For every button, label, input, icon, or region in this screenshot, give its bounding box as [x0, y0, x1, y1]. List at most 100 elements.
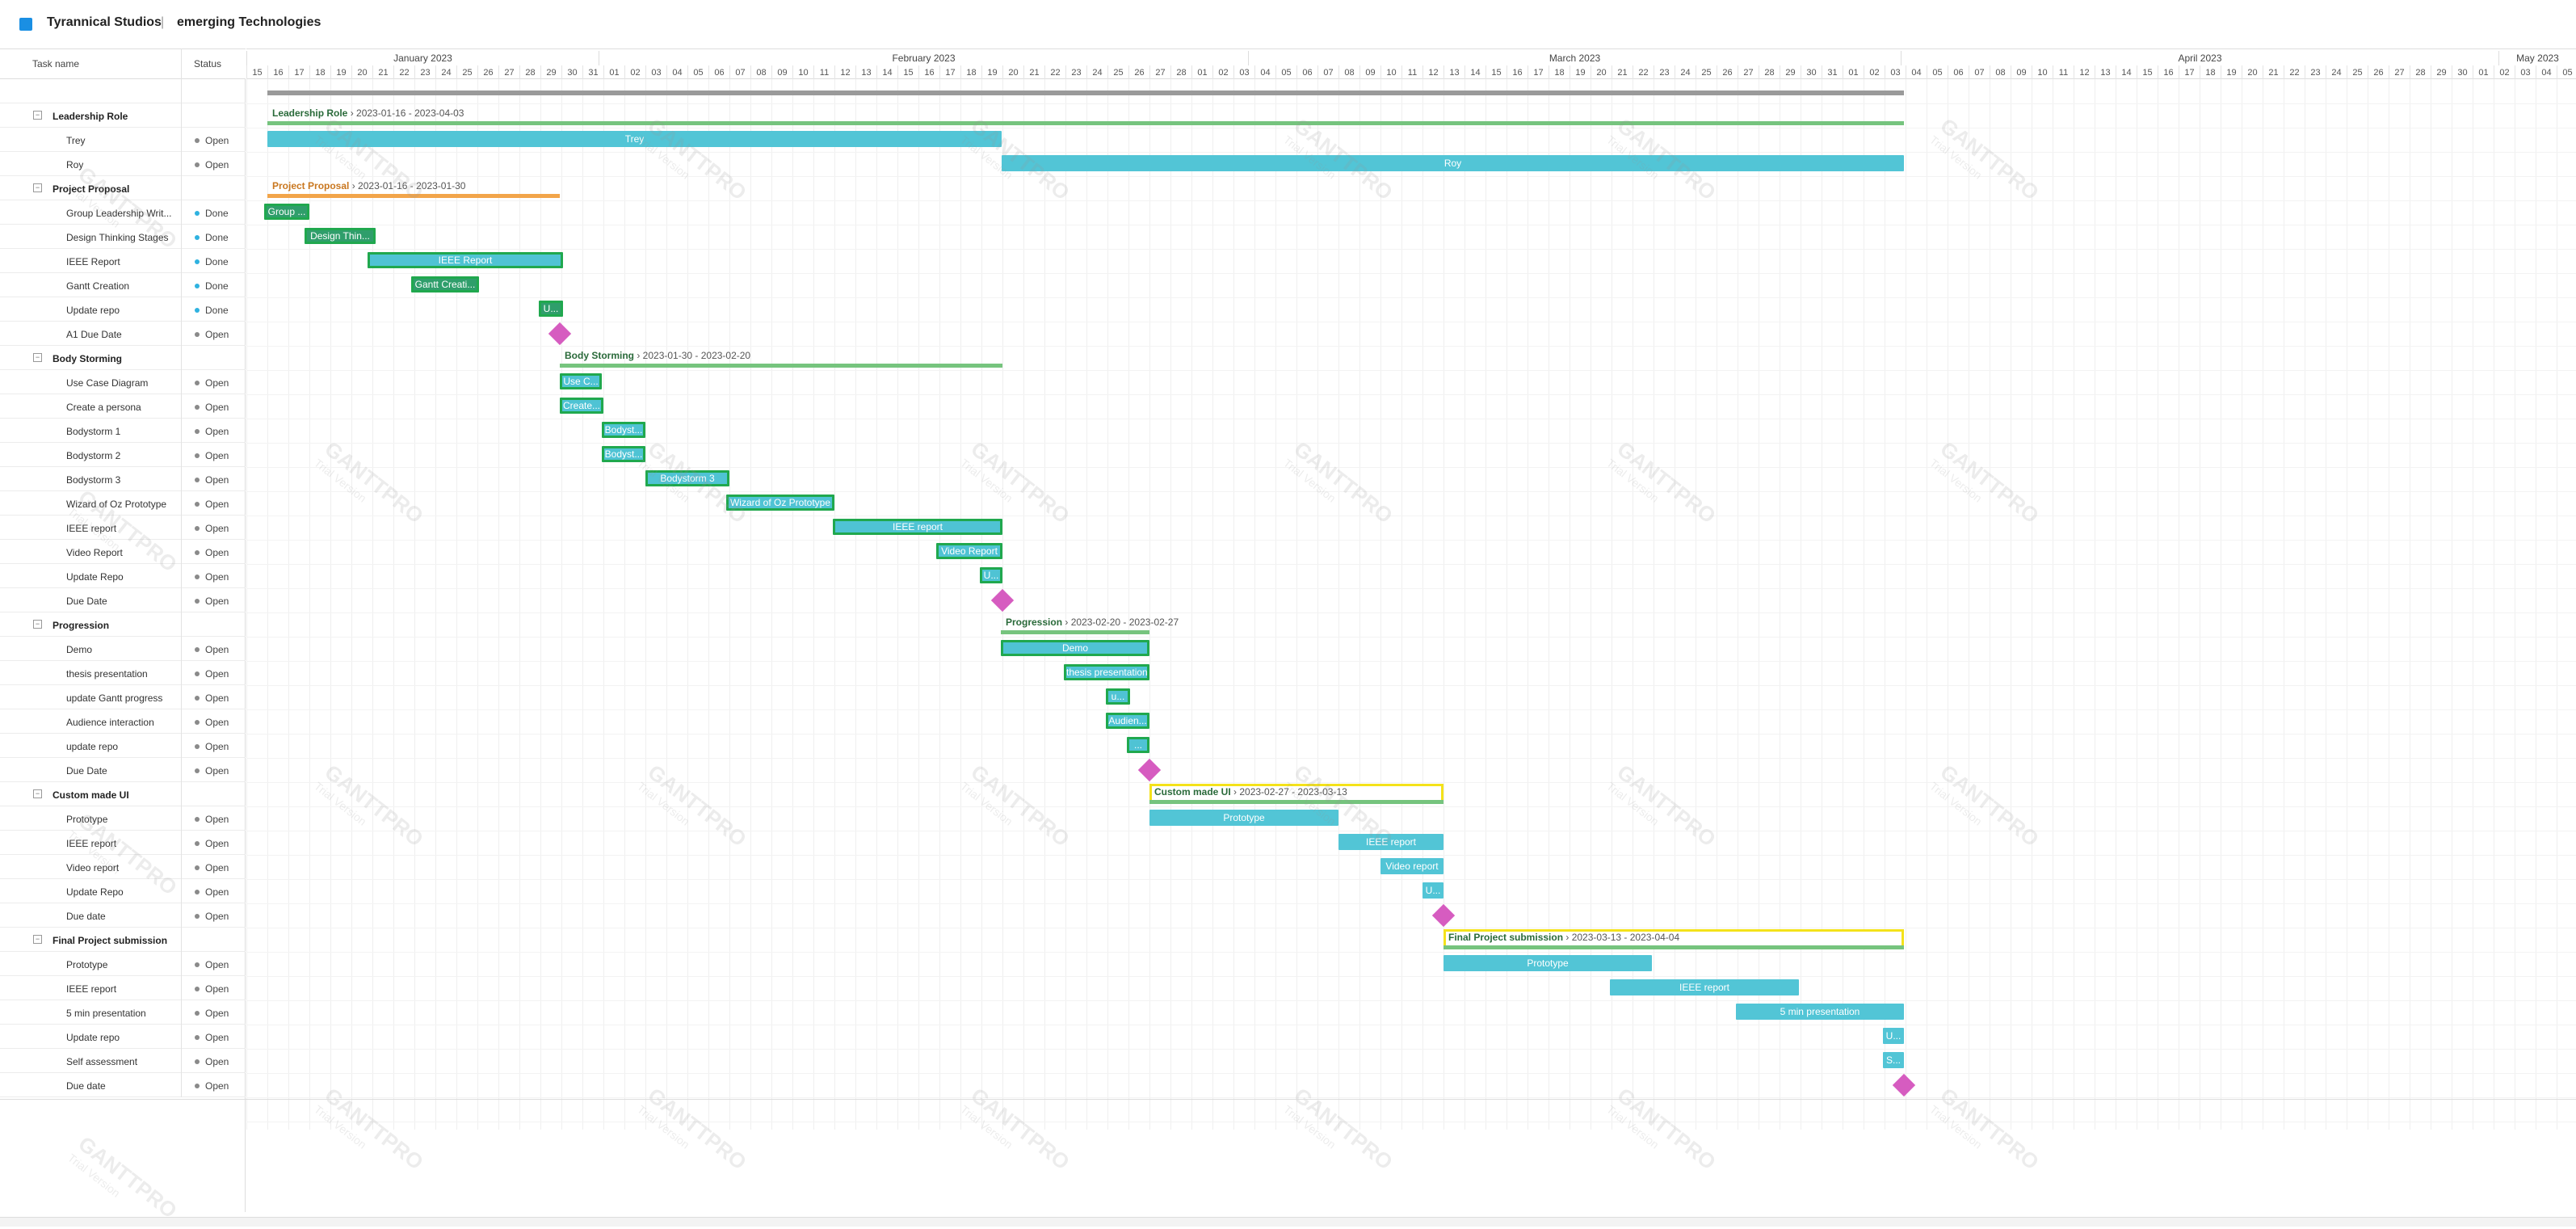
status-badge[interactable]: Open — [205, 814, 229, 825]
task-row[interactable]: update Gantt progress Open — [0, 685, 246, 709]
status-badge[interactable]: Open — [205, 1056, 229, 1067]
status-badge[interactable]: Open — [205, 692, 229, 704]
group-row[interactable]: − Body Storming — [0, 346, 246, 370]
status-badge[interactable]: Open — [205, 1032, 229, 1043]
task-name[interactable]: update repo — [66, 741, 119, 752]
group-summary-bar[interactable] — [267, 121, 1904, 125]
status-badge[interactable]: Done — [205, 280, 229, 292]
group-row[interactable]: − Leadership Role — [0, 103, 246, 128]
task-name[interactable]: Progression — [53, 620, 110, 631]
task-name[interactable]: Update repo — [66, 1032, 120, 1043]
task-bar[interactable]: IEEE report — [1338, 834, 1443, 850]
task-bar[interactable]: Prototype — [1149, 810, 1338, 826]
task-bar[interactable]: Roy — [1002, 155, 1904, 171]
task-row[interactable]: Due Date Open — [0, 588, 246, 612]
milestone-diamond-icon[interactable] — [1892, 1073, 1916, 1097]
task-row[interactable]: Wizard of Oz Prototype Open — [0, 491, 246, 516]
task-bar[interactable]: Video Report — [936, 543, 1002, 559]
status-badge[interactable]: Open — [205, 547, 229, 558]
task-bar[interactable]: Audien... — [1106, 713, 1149, 729]
task-name[interactable]: Due date — [66, 911, 106, 922]
task-bar[interactable]: Use C... — [560, 373, 602, 389]
group-row[interactable]: − Custom made UI — [0, 782, 246, 806]
task-row[interactable]: Update repo Done — [0, 297, 246, 322]
status-badge[interactable]: Done — [205, 256, 229, 267]
status-badge[interactable]: Open — [205, 886, 229, 898]
task-name[interactable]: Audience interaction — [66, 717, 154, 728]
status-badge[interactable]: Open — [205, 450, 229, 461]
collapse-toggle-icon[interactable]: − — [33, 111, 42, 120]
task-name[interactable]: 5 min presentation — [66, 1008, 146, 1019]
task-row[interactable]: update repo Open — [0, 734, 246, 758]
task-name[interactable]: Gantt Creation — [66, 280, 130, 292]
task-name[interactable]: Bodystorm 1 — [66, 426, 121, 437]
status-badge[interactable]: Open — [205, 499, 229, 510]
task-name[interactable]: A1 Due Date — [66, 329, 122, 340]
group-summary-bar[interactable] — [1443, 945, 1904, 949]
status-badge[interactable]: Open — [205, 596, 229, 607]
status-badge[interactable]: Open — [205, 765, 229, 777]
status-badge[interactable]: Open — [205, 159, 229, 170]
task-row[interactable]: Due date Open — [0, 903, 246, 928]
task-name[interactable]: Bodystorm 3 — [66, 474, 121, 486]
task-row[interactable]: Due date Open — [0, 1073, 246, 1097]
task-bar[interactable]: IEEE Report — [368, 252, 563, 268]
status-badge[interactable]: Open — [205, 523, 229, 534]
group-row[interactable]: − Project Proposal — [0, 176, 246, 200]
task-row[interactable]: Update Repo Open — [0, 879, 246, 903]
task-name[interactable]: Leadership Role — [53, 111, 128, 122]
task-bar[interactable]: Prototype — [1443, 955, 1652, 971]
task-name[interactable]: IEEE report — [66, 983, 117, 995]
task-row[interactable]: Roy Open — [0, 152, 246, 176]
task-row[interactable]: Update Repo Open — [0, 564, 246, 588]
task-row[interactable]: Due Date Open — [0, 758, 246, 782]
status-badge[interactable]: Open — [205, 644, 229, 655]
task-bar[interactable]: U... — [980, 567, 1002, 583]
task-row[interactable]: Group Leadership Writ... Done — [0, 200, 246, 225]
task-row[interactable]: Bodystorm 2 Open — [0, 443, 246, 467]
group-summary-bar[interactable] — [267, 194, 560, 198]
milestone-diamond-icon[interactable] — [548, 322, 572, 346]
task-name[interactable]: Due Date — [66, 596, 107, 607]
task-bar[interactable]: Bodystorm 3 — [645, 470, 729, 486]
task-name[interactable]: Demo — [66, 644, 93, 655]
group-summary-bar[interactable] — [1001, 630, 1149, 634]
task-bar[interactable]: Bodyst... — [602, 446, 645, 462]
collapse-toggle-icon[interactable]: − — [33, 183, 42, 192]
task-row[interactable]: A1 Due Date Open — [0, 322, 246, 346]
task-row[interactable]: IEEE report Open — [0, 976, 246, 1000]
task-row[interactable]: thesis presentation Open — [0, 661, 246, 685]
task-bar[interactable]: IEEE report — [1610, 979, 1799, 995]
status-badge[interactable]: Open — [205, 1080, 229, 1092]
task-bar[interactable]: U... — [1422, 882, 1443, 899]
status-badge[interactable]: Open — [205, 911, 229, 922]
task-row[interactable]: Create a persona Open — [0, 394, 246, 419]
status-badge[interactable]: Open — [205, 426, 229, 437]
project-summary-line[interactable] — [267, 90, 1904, 95]
task-bar[interactable]: U... — [539, 301, 563, 317]
task-name[interactable]: Video report — [66, 862, 120, 873]
task-row[interactable]: Bodystorm 1 Open — [0, 419, 246, 443]
group-row[interactable]: − Progression — [0, 612, 246, 637]
column-header-status[interactable]: Status — [194, 58, 222, 69]
task-bar[interactable]: Design Thin... — [305, 228, 376, 244]
status-badge[interactable]: Open — [205, 717, 229, 728]
task-row[interactable]: IEEE report Open — [0, 831, 246, 855]
task-name[interactable]: IEEE Report — [66, 256, 120, 267]
task-bar[interactable]: Create... — [560, 398, 603, 414]
task-bar[interactable]: Demo — [1001, 640, 1149, 656]
task-name[interactable]: Design Thinking Stages — [66, 232, 169, 243]
group-row[interactable]: − Final Project submission — [0, 928, 246, 952]
column-divider[interactable] — [181, 48, 182, 1097]
task-row[interactable]: Update repo Open — [0, 1025, 246, 1049]
status-badge[interactable]: Open — [205, 377, 229, 389]
task-bar[interactable]: Video report — [1380, 858, 1443, 874]
task-name[interactable]: Update Repo — [66, 571, 124, 583]
status-badge[interactable]: Done — [205, 305, 229, 316]
status-badge[interactable]: Open — [205, 402, 229, 413]
task-row[interactable]: IEEE Report Done — [0, 249, 246, 273]
status-badge[interactable]: Open — [205, 838, 229, 849]
task-name[interactable]: Update repo — [66, 305, 120, 316]
company-name[interactable]: Tyrannical Studios — [47, 15, 162, 29]
status-badge[interactable]: Open — [205, 1008, 229, 1019]
